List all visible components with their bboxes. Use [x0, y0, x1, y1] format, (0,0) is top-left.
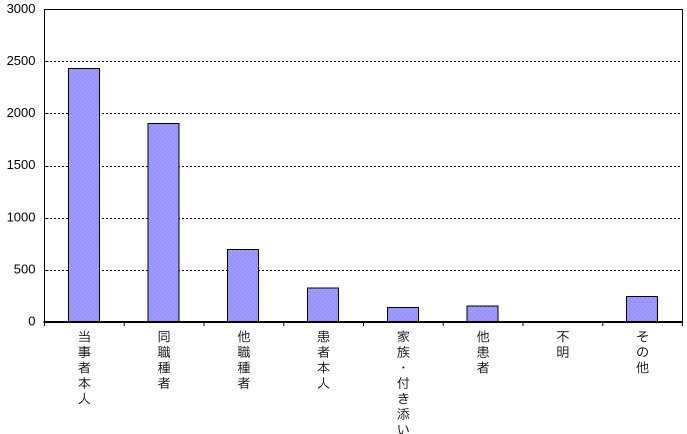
- svg-text:1000: 1000: [7, 209, 36, 224]
- svg-text:2500: 2500: [7, 53, 36, 68]
- svg-text:1500: 1500: [7, 157, 36, 172]
- svg-text:2000: 2000: [7, 105, 36, 120]
- svg-text:3000: 3000: [7, 1, 36, 16]
- svg-text:500: 500: [14, 261, 36, 276]
- svg-text:0: 0: [28, 314, 35, 329]
